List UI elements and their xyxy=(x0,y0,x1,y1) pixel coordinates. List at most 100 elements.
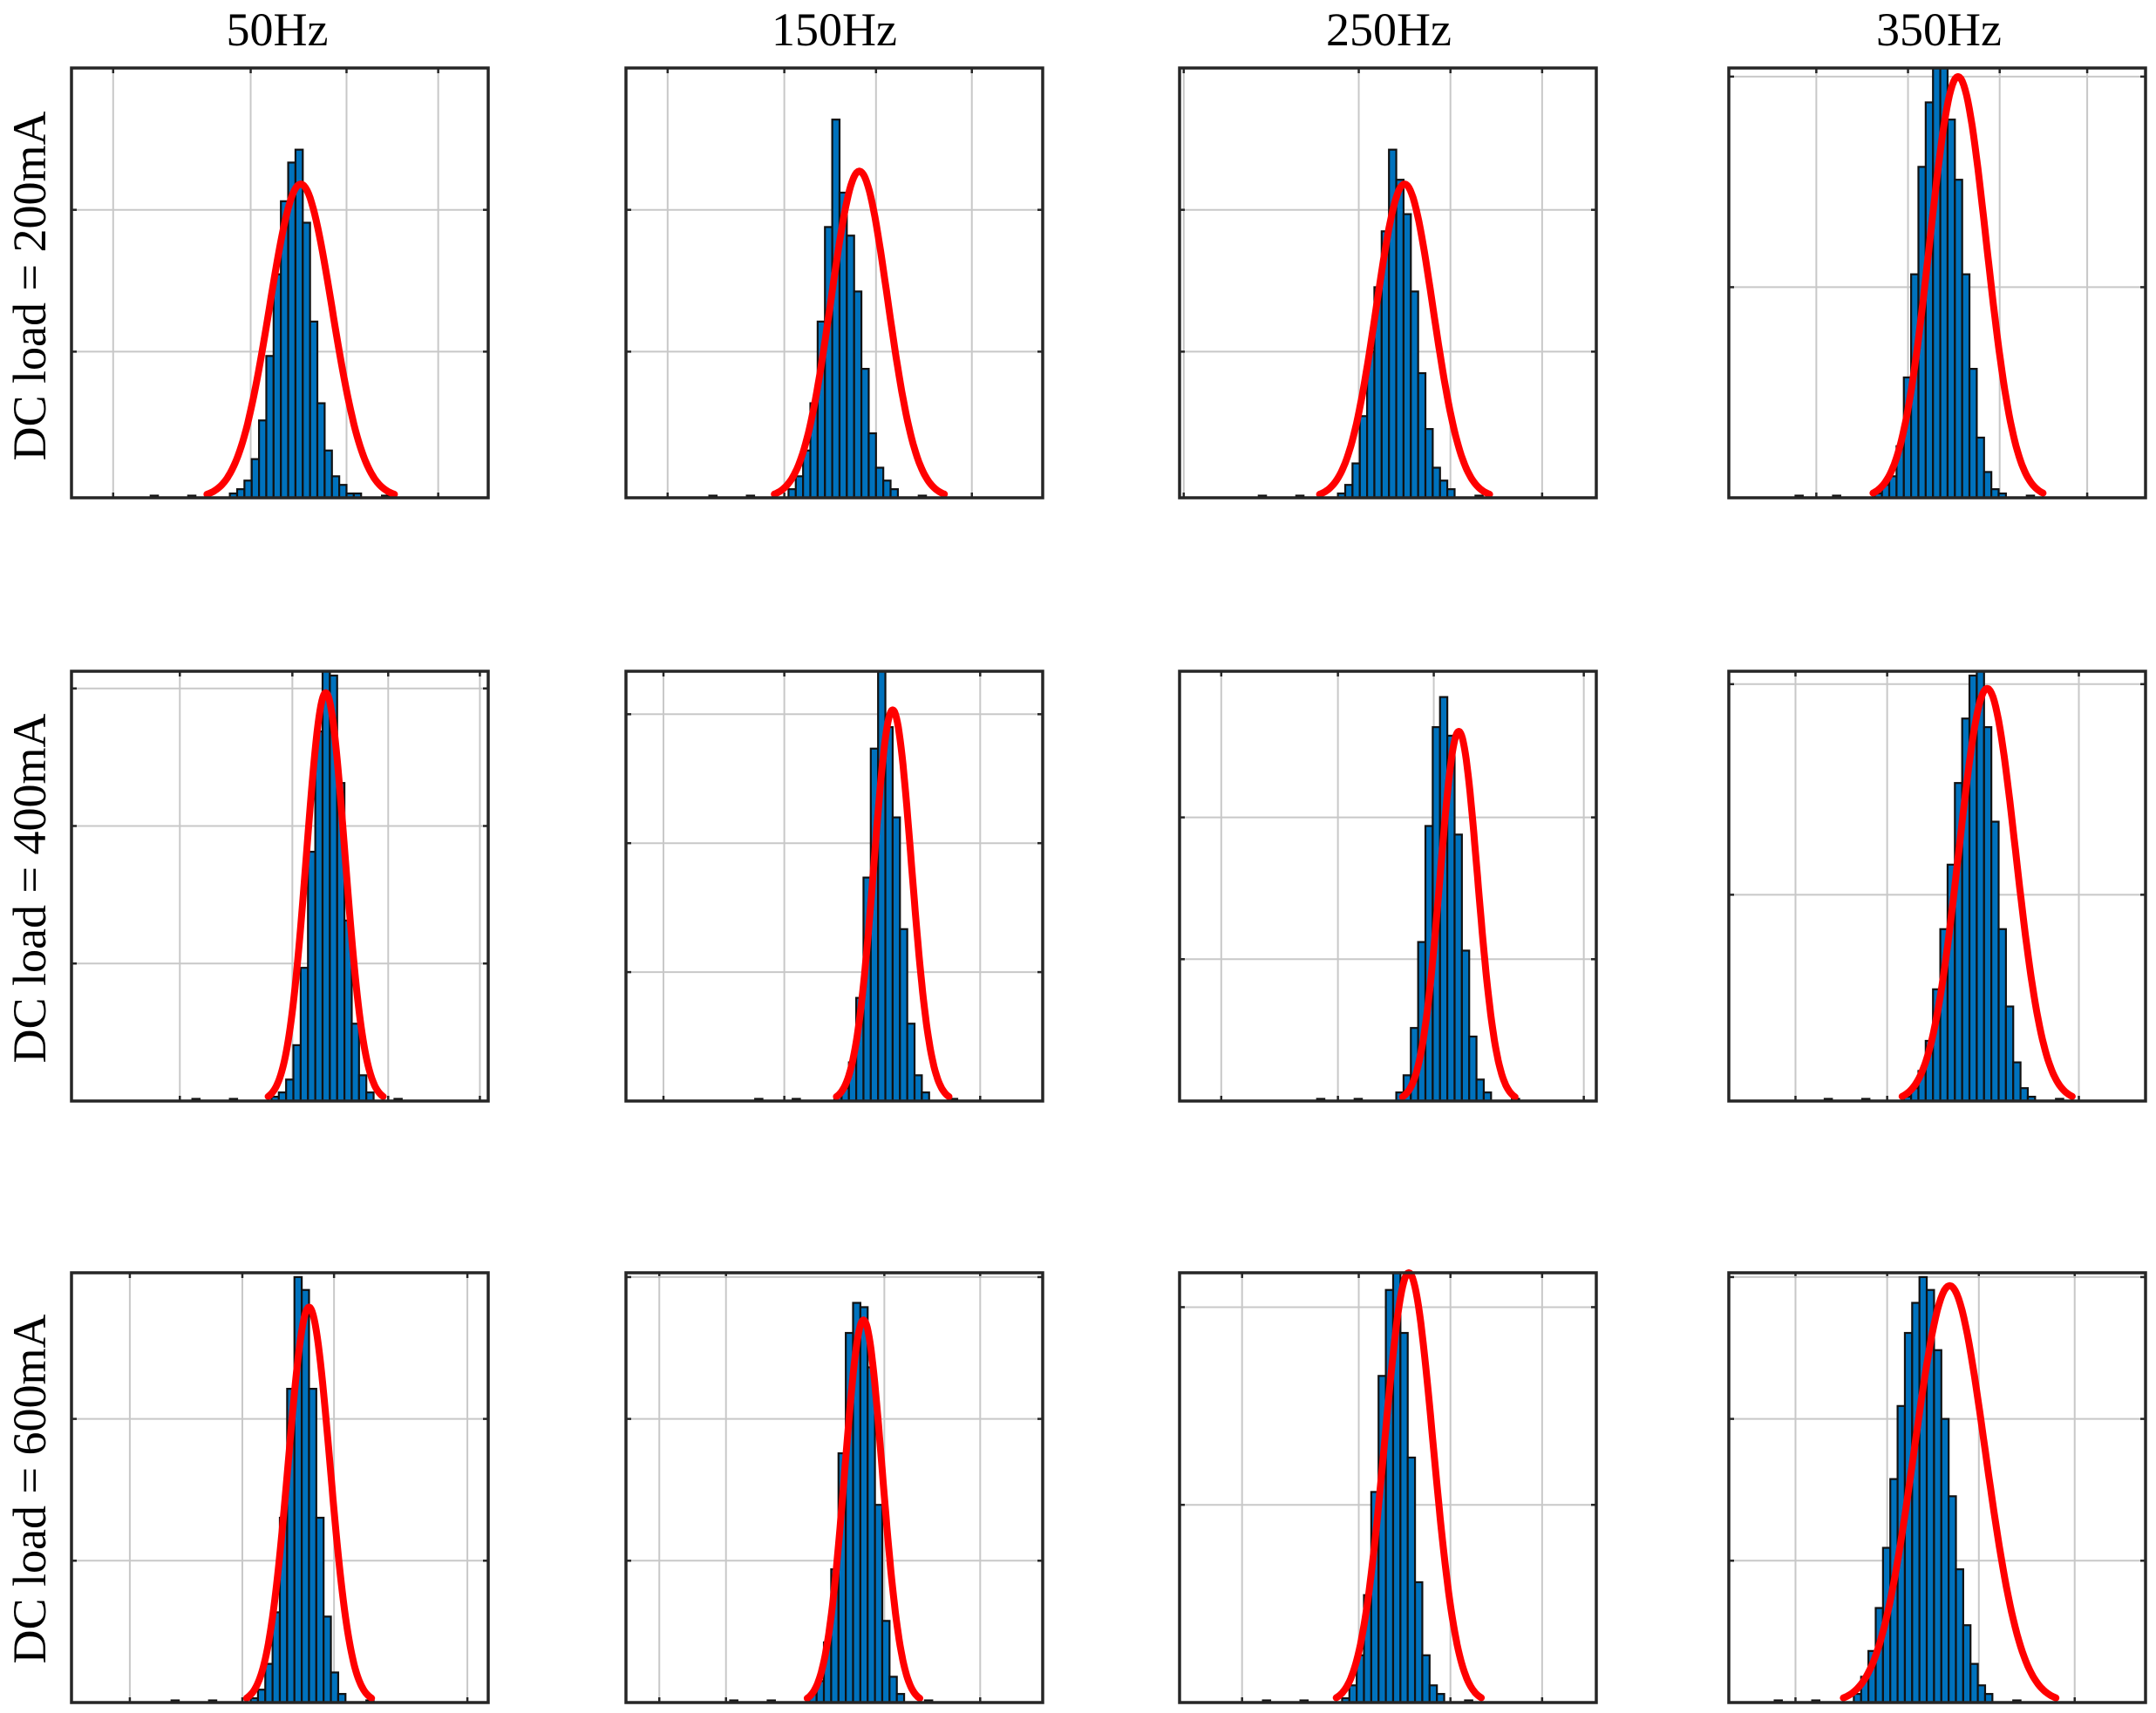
histogram-bar xyxy=(1358,415,1369,500)
histogram-bar xyxy=(881,1620,891,1704)
histogram-bar xyxy=(1395,179,1405,500)
histogram-bar xyxy=(350,1023,360,1103)
column-title-50hz: 50Hz xyxy=(227,3,329,56)
histogram-panels xyxy=(70,66,2147,1704)
histogram-bar xyxy=(323,449,333,500)
plot-background xyxy=(1180,671,1596,1101)
histogram-bar xyxy=(338,484,348,500)
histogram-bar xyxy=(794,475,805,500)
axes-frame xyxy=(1727,1271,2147,1704)
panel-row2-150hz xyxy=(624,670,1044,1103)
axes-frame xyxy=(1178,1271,1598,1704)
gaussian-fit-curve xyxy=(833,706,953,1100)
histogram-bar xyxy=(1932,66,1942,500)
histogram-bar xyxy=(831,119,841,500)
histogram-bar xyxy=(1983,471,1993,500)
axes-frame xyxy=(1178,670,1598,1103)
gaussian-fit-curve xyxy=(242,1303,376,1702)
row-title-600ma: DC load = 600mA xyxy=(3,1315,56,1664)
histogram-bar xyxy=(272,273,282,500)
histogram-bar xyxy=(1421,1654,1431,1704)
histogram-bar xyxy=(1976,1684,1987,1704)
histogram-bar xyxy=(1351,462,1361,500)
axes-frame xyxy=(624,670,1044,1103)
row-title-400ma: DC load = 400mA xyxy=(3,714,56,1064)
panel-row2-250hz xyxy=(1178,670,1598,1103)
histogram-bar xyxy=(1962,1624,1972,1704)
histogram-bar xyxy=(899,928,908,1103)
column-title-350hz: 350Hz xyxy=(1876,3,2002,56)
histogram-bar xyxy=(258,419,268,500)
histogram-bar xyxy=(330,475,341,500)
panel-row1-50hz xyxy=(70,66,490,500)
axes-frame xyxy=(1178,66,1598,500)
histogram-bar xyxy=(315,1516,325,1704)
histogram-bar xyxy=(1428,1684,1438,1704)
gaussian-fit-curve xyxy=(264,689,387,1100)
histogram-bar xyxy=(1955,1568,1964,1704)
histogram-bar xyxy=(1410,290,1419,500)
histogram-bar xyxy=(1475,1078,1486,1103)
histogram-bar xyxy=(1933,1349,1942,1704)
histogram-bar xyxy=(1983,725,1993,1103)
histogram-bar xyxy=(1990,820,2000,1103)
panel-row3-150hz xyxy=(624,1271,1044,1704)
histogram-bar xyxy=(874,1504,884,1704)
row-title-200ma: DC load = 200mA xyxy=(3,112,56,461)
panel-row1-150hz xyxy=(624,66,1044,500)
histogram-bar xyxy=(1460,949,1471,1103)
histogram-bar xyxy=(1417,371,1427,500)
histogram-bar xyxy=(1924,101,1935,500)
histogram-bar xyxy=(874,466,885,500)
gaussian-fit-curve xyxy=(1840,1281,2060,1702)
histogram-bar xyxy=(1961,273,1971,500)
histogram-bar xyxy=(357,1074,368,1103)
histogram-bar xyxy=(867,432,877,500)
gaussian-fit-curve xyxy=(1316,180,1493,498)
histogram-bar xyxy=(888,1676,898,1704)
gaussian-fit-curve xyxy=(771,167,949,498)
panel-row1-350hz xyxy=(1727,66,2147,500)
column-title-250hz: 250Hz xyxy=(1326,3,1452,56)
column-titles: 50Hz 150Hz 250Hz 350Hz xyxy=(227,3,2002,56)
histogram-bar xyxy=(330,1671,340,1704)
histogram-bar xyxy=(1948,1495,1957,1704)
panel-row1-250hz xyxy=(1178,66,1598,500)
histogram-bar xyxy=(867,1366,876,1704)
histogram-bar xyxy=(1954,179,1963,500)
axes-frame xyxy=(70,1271,490,1704)
histogram-bar xyxy=(1432,466,1441,500)
panel-row3-250hz xyxy=(1178,1269,1598,1704)
plot-background xyxy=(626,671,1043,1101)
histogram-bar xyxy=(2012,1061,2022,1103)
gaussian-fit-curve xyxy=(203,180,398,498)
histogram-bar xyxy=(299,967,309,1103)
histogram-bar xyxy=(314,730,324,1103)
panel-row2-50hz xyxy=(70,670,490,1103)
histogram-bar xyxy=(1997,928,2007,1103)
row-titles: DC load = 200mA DC load = 400mA DC load … xyxy=(3,112,56,1664)
histogram-bar xyxy=(859,1306,869,1704)
histogram-bar xyxy=(265,355,275,500)
histogram-bar xyxy=(1911,1302,1921,1704)
histogram-bar xyxy=(1402,213,1412,500)
panel-row3-50hz xyxy=(70,1271,490,1704)
histogram-bar xyxy=(309,320,319,500)
histogram-bar xyxy=(321,670,331,1103)
histogram-bar xyxy=(256,1689,267,1704)
histogram-bar xyxy=(1399,1331,1409,1704)
histogram-bar xyxy=(1968,368,1978,500)
histogram-bar xyxy=(1946,119,1956,500)
histogram-bar xyxy=(1413,1580,1424,1704)
histogram-bar xyxy=(1453,833,1463,1103)
histogram-bar xyxy=(294,148,304,500)
histogram-bar xyxy=(316,402,326,500)
histogram-bar xyxy=(264,1662,274,1704)
histogram-bar xyxy=(300,1288,310,1704)
axes-frame xyxy=(70,66,490,500)
histogram-bar xyxy=(1343,484,1354,500)
histogram-bar xyxy=(906,1023,916,1103)
histogram-bar xyxy=(884,725,894,1103)
histogram-bar xyxy=(824,226,833,500)
gaussian-fit-curve xyxy=(1898,684,2076,1100)
